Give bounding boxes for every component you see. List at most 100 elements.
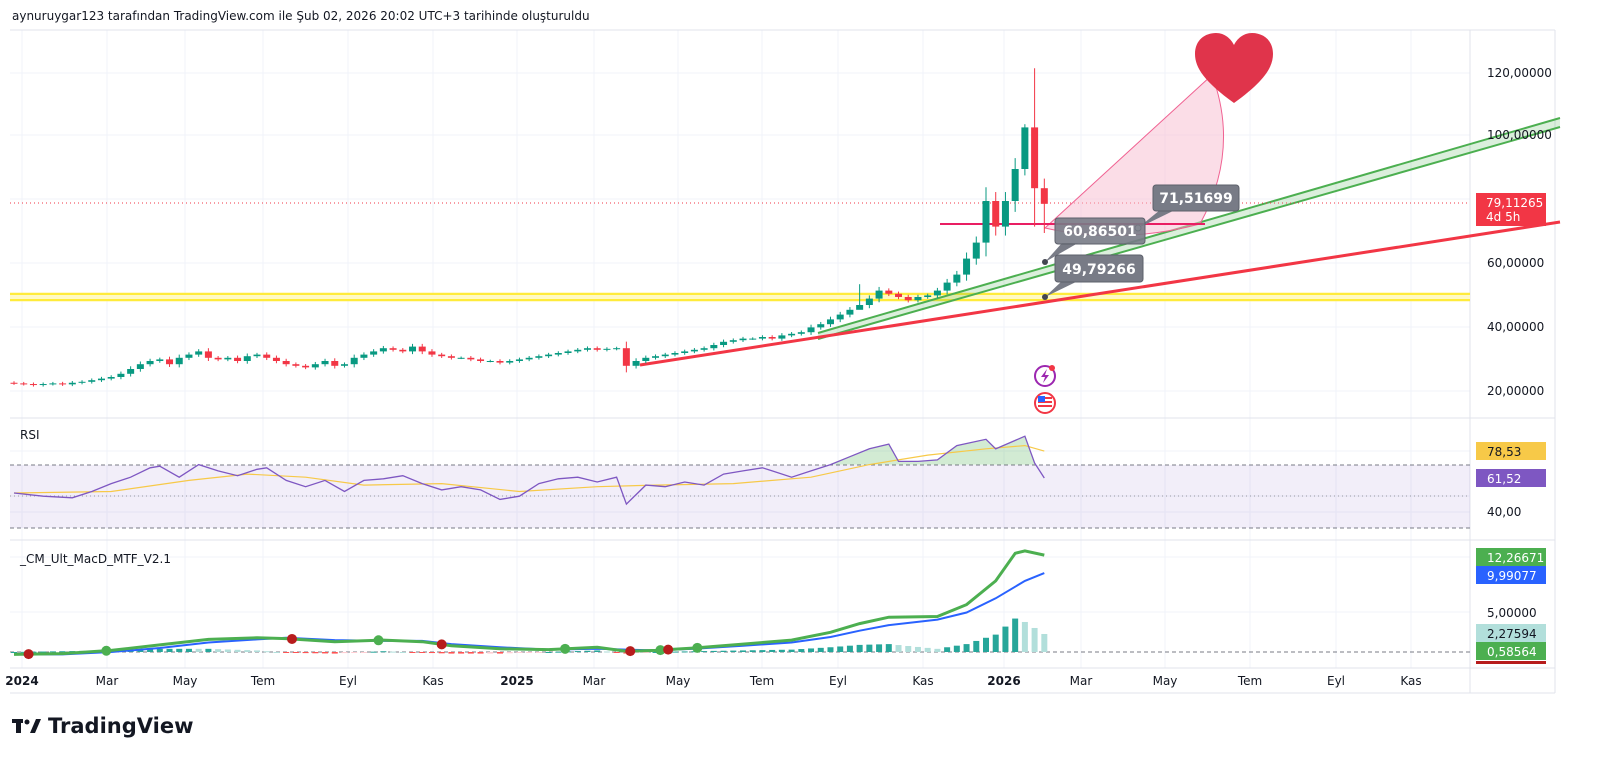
- candle[interactable]: [583, 346, 591, 352]
- candle[interactable]: [418, 343, 426, 355]
- candle[interactable]: [107, 375, 115, 381]
- candle[interactable]: [311, 361, 319, 370]
- candle[interactable]: [690, 348, 698, 354]
- candle[interactable]: [622, 341, 630, 373]
- heart-icon[interactable]: [1195, 33, 1273, 103]
- candle[interactable]: [195, 349, 203, 357]
- trend-channel-lower[interactable]: [817, 126, 1561, 340]
- callout-71-51699[interactable]: 71,51699: [1134, 184, 1240, 232]
- candle[interactable]: [992, 192, 1000, 236]
- candle[interactable]: [1031, 68, 1039, 227]
- candle[interactable]: [904, 294, 912, 303]
- candle[interactable]: [1011, 158, 1019, 212]
- candle[interactable]: [652, 354, 660, 360]
- candle[interactable]: [175, 354, 183, 368]
- candle[interactable]: [671, 351, 679, 357]
- candle[interactable]: [253, 352, 261, 358]
- candle[interactable]: [360, 352, 368, 361]
- candle[interactable]: [10, 381, 18, 385]
- candle[interactable]: [166, 356, 174, 367]
- candle[interactable]: [603, 347, 611, 352]
- macd-pane-title[interactable]: _CM_Ult_MacD_MTF_V2.1: [19, 552, 171, 566]
- candle[interactable]: [924, 293, 932, 299]
- candle[interactable]: [574, 348, 582, 354]
- candle[interactable]: [146, 358, 154, 367]
- candle[interactable]: [836, 311, 844, 323]
- candle[interactable]: [564, 349, 572, 355]
- candle[interactable]: [700, 346, 708, 352]
- candle[interactable]: [788, 332, 796, 338]
- candle[interactable]: [554, 351, 562, 357]
- trend-line-red[interactable]: [639, 220, 1561, 367]
- candle[interactable]: [875, 286, 883, 303]
- candle[interactable]: [642, 355, 650, 364]
- candle[interactable]: [826, 316, 834, 327]
- heart-beam-shape[interactable]: [1043, 74, 1224, 237]
- candle[interactable]: [1021, 124, 1029, 176]
- candle[interactable]: [136, 361, 144, 372]
- candle[interactable]: [710, 342, 718, 351]
- candle[interactable]: [156, 357, 164, 363]
- candle[interactable]: [817, 321, 825, 330]
- candle[interactable]: [97, 376, 105, 382]
- candle[interactable]: [438, 352, 446, 358]
- candle[interactable]: [535, 354, 543, 360]
- candle[interactable]: [613, 346, 621, 351]
- candle[interactable]: [953, 270, 961, 287]
- candle[interactable]: [214, 356, 222, 362]
- candle[interactable]: [865, 295, 873, 309]
- candle[interactable]: [846, 307, 854, 318]
- candle[interactable]: [972, 236, 980, 265]
- candle[interactable]: [39, 382, 47, 387]
- candle[interactable]: [758, 335, 766, 341]
- candle[interactable]: [20, 381, 28, 386]
- candle[interactable]: [389, 346, 397, 352]
- macd-line[interactable]: [13, 549, 1045, 656]
- anchor-point[interactable]: [1042, 294, 1048, 300]
- candle[interactable]: [496, 359, 504, 365]
- anchor-point[interactable]: [1042, 259, 1048, 265]
- candle[interactable]: [545, 352, 553, 358]
- candle[interactable]: [59, 381, 67, 386]
- rsi-line[interactable]: [13, 435, 1045, 506]
- candle[interactable]: [632, 358, 640, 369]
- candle[interactable]: [933, 287, 941, 299]
- candle[interactable]: [379, 345, 387, 354]
- candle[interactable]: [525, 356, 533, 362]
- candle[interactable]: [895, 291, 903, 300]
- candle[interactable]: [29, 382, 37, 387]
- candle[interactable]: [807, 324, 815, 335]
- candle[interactable]: [224, 356, 232, 362]
- candle[interactable]: [127, 366, 135, 377]
- candle[interactable]: [486, 359, 494, 363]
- candle[interactable]: [204, 348, 212, 361]
- candle[interactable]: [797, 330, 805, 336]
- candle[interactable]: [856, 284, 864, 310]
- candle[interactable]: [768, 335, 776, 341]
- candle[interactable]: [1040, 178, 1048, 233]
- candle[interactable]: [963, 252, 971, 281]
- candle[interactable]: [49, 381, 57, 386]
- candle[interactable]: [914, 294, 922, 303]
- candle[interactable]: [350, 354, 358, 368]
- tradingview-logo[interactable]: TradingView: [12, 714, 193, 738]
- rsi-pane-title[interactable]: RSI: [20, 428, 40, 442]
- candle[interactable]: [185, 352, 193, 361]
- callout-49-79266[interactable]: 49,79266: [1042, 254, 1144, 300]
- candle[interactable]: [243, 353, 251, 364]
- candle[interactable]: [778, 333, 786, 341]
- candle[interactable]: [68, 381, 76, 387]
- candle[interactable]: [340, 362, 348, 368]
- candle[interactable]: [447, 354, 455, 360]
- candle[interactable]: [292, 362, 300, 368]
- candle[interactable]: [506, 359, 514, 365]
- candle[interactable]: [78, 380, 86, 385]
- candle[interactable]: [399, 348, 407, 354]
- candle[interactable]: [331, 358, 339, 369]
- candle[interactable]: [428, 349, 436, 357]
- candle[interactable]: [515, 357, 523, 363]
- candle[interactable]: [321, 358, 329, 367]
- candle[interactable]: [282, 358, 290, 367]
- candle[interactable]: [1001, 192, 1009, 236]
